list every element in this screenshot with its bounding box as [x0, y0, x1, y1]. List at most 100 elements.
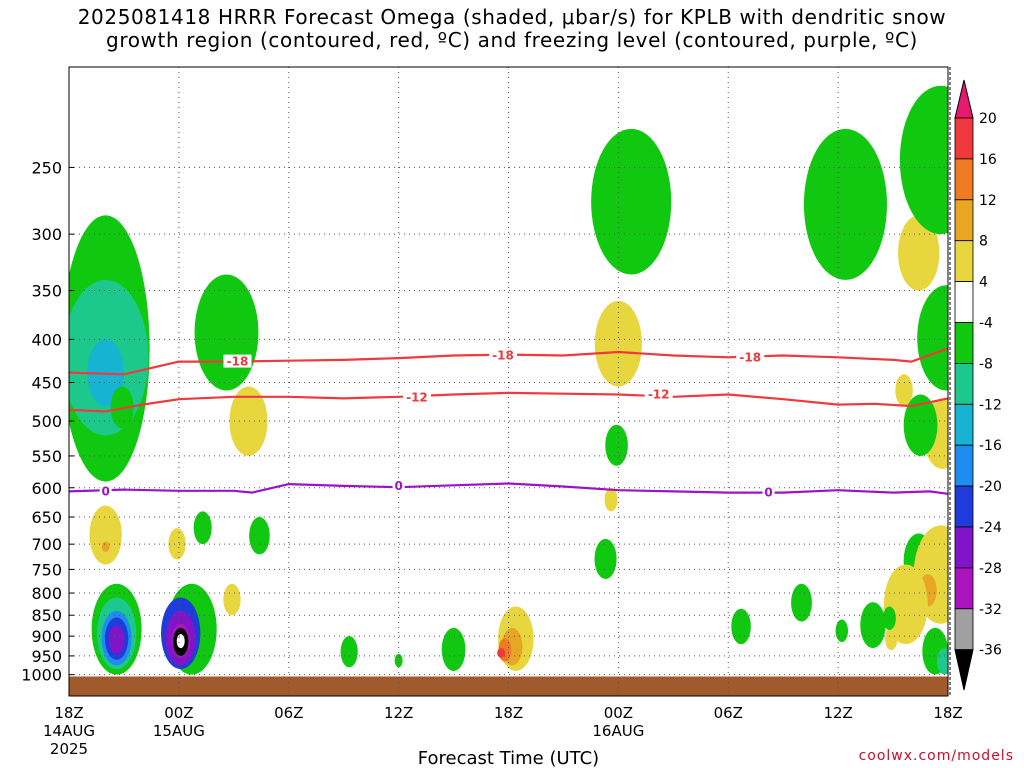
omega-region-29	[591, 128, 672, 275]
contour-label-bg-1	[489, 348, 518, 362]
y-tick-label-650: 650	[31, 508, 62, 527]
colorbar-bin-12	[954, 567, 974, 610]
x-tick-label-2: 06Z	[274, 704, 303, 722]
contour-label-6: 0	[394, 479, 402, 493]
colorbar-label-13: -36	[979, 643, 1002, 659]
colorbar-label-9: -20	[979, 479, 1002, 495]
omega-region-50	[860, 602, 886, 649]
omega-region-47	[937, 648, 948, 675]
x-tick-year-0: 2025	[50, 740, 88, 758]
y-tick-label-800: 800	[31, 584, 62, 603]
omega-region-41	[903, 394, 938, 456]
y-tick-label-950: 950	[31, 647, 62, 666]
colorbar-bin-10	[954, 485, 974, 528]
contour-label-0: -18	[227, 355, 249, 369]
x-axis-label: Forecast Time (UTC)	[418, 748, 599, 768]
colorbar-label-10: -24	[979, 520, 1002, 536]
y-tick-label-350: 350	[31, 282, 62, 301]
contour-label-5: 0	[101, 484, 109, 498]
y-tick-label-900: 900	[31, 627, 62, 646]
x-tick-date-0: 14AUG	[43, 722, 95, 740]
plot-area: -18 -18 -18 -12 -12 0 0 0	[69, 67, 948, 696]
x-tick-label-6: 06Z	[714, 704, 743, 722]
omega-region-16	[108, 625, 125, 654]
colorbar-label-3: 8	[979, 234, 988, 250]
colorbar-bin-3	[954, 199, 974, 242]
y-tick-label-400: 400	[31, 330, 62, 349]
colorbar-label-0: 20	[979, 111, 997, 127]
x-tick-label-1: 00Z	[164, 704, 193, 722]
contour-label-bg-4	[644, 387, 673, 401]
omega-region-54	[862, 623, 872, 641]
omega-region-33	[340, 636, 358, 668]
colorbar-bin-1	[954, 117, 974, 160]
contour-line-2	[69, 482, 948, 495]
contour-label-bg-5	[99, 484, 112, 498]
omega-region-49	[731, 608, 751, 645]
plot-frame	[68, 66, 949, 697]
omega-region-48	[791, 583, 812, 622]
y-tick-label-700: 700	[31, 535, 62, 554]
colorbar-label-4: 4	[979, 275, 988, 291]
y-tick-label-300: 300	[31, 225, 62, 244]
contour-label-bg-2	[736, 350, 765, 364]
colorbar-label-6: -8	[979, 356, 993, 372]
omega-region-6	[89, 505, 122, 565]
omega-region-10	[249, 517, 270, 555]
colorbar-bin-4	[954, 240, 974, 282]
contour-label-3: -12	[406, 391, 428, 405]
colorbar-label-12: -32	[979, 602, 1002, 618]
y-tick-label-500: 500	[31, 412, 62, 431]
omega-region-35	[803, 128, 887, 280]
colorbar-label-11: -28	[979, 561, 1002, 577]
colorbar-label-2: 12	[979, 193, 997, 209]
x-tick-label-5: 00Z	[604, 704, 633, 722]
colorbar-top-arrow	[954, 79, 974, 119]
colorbar-label-5: -4	[979, 316, 993, 332]
credit-link[interactable]: coolwx.com/models	[858, 748, 1014, 764]
x-tick-label-7: 12Z	[823, 704, 852, 722]
terrain-fill	[69, 676, 948, 696]
contour-label-2: -18	[739, 350, 761, 364]
omega-region-9	[193, 511, 212, 545]
omega-region-32	[594, 538, 617, 580]
omega-region-5	[229, 386, 268, 456]
x-tick-label-0: 18Z	[54, 704, 83, 722]
y-tick-label-600: 600	[31, 479, 62, 498]
contour-label-bg-7	[762, 485, 775, 499]
contour-label-bg-6	[392, 478, 405, 492]
x-tick-label-3: 12Z	[384, 704, 413, 722]
chart-title-line-1: 2025081418 HRRR Forecast Omega (shaded, …	[77, 5, 947, 29]
omega-region-28	[594, 300, 642, 387]
omega-region-4	[194, 274, 259, 391]
colorbar-bin-8	[954, 403, 974, 446]
colorbar-bottom-arrow	[954, 649, 974, 691]
omega-region-34	[394, 653, 403, 668]
y-tick-label-850: 850	[31, 606, 62, 625]
x-tick-label-8: 18Z	[933, 704, 962, 722]
omega-region-27	[441, 627, 466, 672]
y-tick-label-550: 550	[31, 447, 62, 466]
omega-region-53	[882, 606, 896, 630]
chart-title-line-2: growth region (contoured, red, ºC) and f…	[106, 28, 918, 52]
contour-label-4: -12	[648, 387, 670, 401]
y-tick-label-1000: 1000	[21, 666, 62, 685]
colorbar-bin-7	[954, 362, 974, 405]
omega-region-31	[605, 424, 628, 466]
x-tick-date-1: 15AUG	[153, 722, 205, 740]
omega-region-26	[497, 648, 506, 658]
omega-region-37	[899, 85, 948, 235]
omega-region-7	[101, 541, 110, 552]
omega-region-11	[223, 583, 241, 616]
y-tick-label-250: 250	[31, 158, 62, 177]
omega-region-22	[176, 634, 185, 649]
colorbar-bin-6	[954, 322, 974, 364]
contour-label-bg-3	[402, 390, 431, 404]
colorbar-bin-5	[954, 281, 974, 323]
y-tick-label-450: 450	[31, 373, 62, 392]
y-tick-label-750: 750	[31, 560, 62, 579]
colorbar-bin-13	[954, 608, 974, 651]
colorbar-bin-11	[954, 526, 974, 569]
chart-title: 2025081418 HRRR Forecast Omega (shaded, …	[0, 6, 1024, 52]
